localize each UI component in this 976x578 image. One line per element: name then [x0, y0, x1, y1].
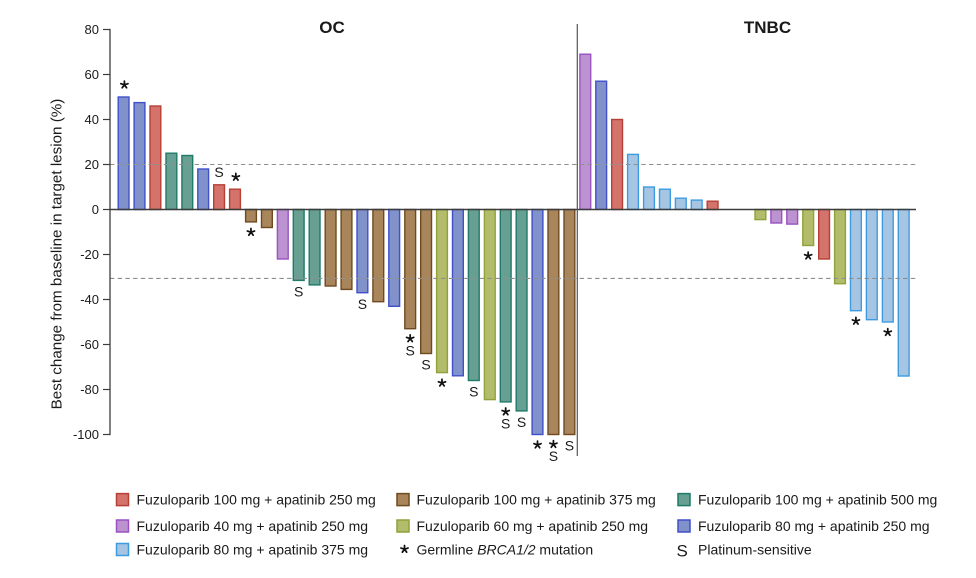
- svg-text:-20: -20: [80, 247, 99, 262]
- svg-text:Fuzuloparib 80 mg + apatinib 2: Fuzuloparib 80 mg + apatinib 250 mg: [698, 518, 930, 534]
- svg-text:S: S: [358, 296, 367, 312]
- svg-text:S: S: [565, 438, 574, 454]
- svg-text:Germline BRCA1/2 mutation: Germline BRCA1/2 mutation: [417, 542, 594, 558]
- svg-text:S: S: [406, 342, 415, 358]
- svg-text:Fuzuloparib 100 mg + apatinib: Fuzuloparib 100 mg + apatinib 250 mg: [137, 492, 376, 508]
- svg-text:-60: -60: [80, 337, 99, 352]
- svg-text:S: S: [294, 284, 303, 300]
- svg-text:-100: -100: [73, 427, 99, 442]
- svg-text:60: 60: [85, 67, 99, 82]
- svg-text:S: S: [517, 414, 526, 430]
- svg-text:-40: -40: [80, 292, 99, 307]
- svg-text:S: S: [421, 357, 430, 373]
- svg-text:S: S: [214, 164, 223, 180]
- svg-text:Fuzuloparib 100 mg + apatinib: Fuzuloparib 100 mg + apatinib 500 mg: [698, 492, 937, 508]
- svg-text:S: S: [501, 416, 510, 432]
- svg-text:Fuzuloparib 60 mg + apatinib 2: Fuzuloparib 60 mg + apatinib 250 mg: [417, 518, 649, 534]
- svg-text:Fuzuloparib 40 mg + apatinib 2: Fuzuloparib 40 mg + apatinib 250 mg: [137, 518, 369, 534]
- svg-text:S: S: [469, 384, 478, 400]
- svg-text:40: 40: [85, 112, 99, 127]
- svg-text:OC: OC: [319, 18, 345, 37]
- svg-text:S: S: [549, 448, 558, 464]
- svg-text:S: S: [677, 542, 688, 561]
- svg-text:Best change from baseline in t: Best change from baseline in target lesi…: [49, 99, 66, 410]
- svg-text:TNBC: TNBC: [744, 18, 791, 37]
- svg-text:Platinum-sensitive: Platinum-sensitive: [698, 542, 812, 558]
- svg-text:0: 0: [92, 202, 99, 217]
- svg-text:-80: -80: [80, 382, 99, 397]
- svg-text:20: 20: [85, 157, 99, 172]
- svg-text:Fuzuloparib 100 mg + apatinib: Fuzuloparib 100 mg + apatinib 375 mg: [417, 492, 656, 508]
- svg-text:Fuzuloparib 80 mg + apatinib 3: Fuzuloparib 80 mg + apatinib 375 mg: [137, 542, 369, 558]
- svg-text:80: 80: [85, 22, 99, 37]
